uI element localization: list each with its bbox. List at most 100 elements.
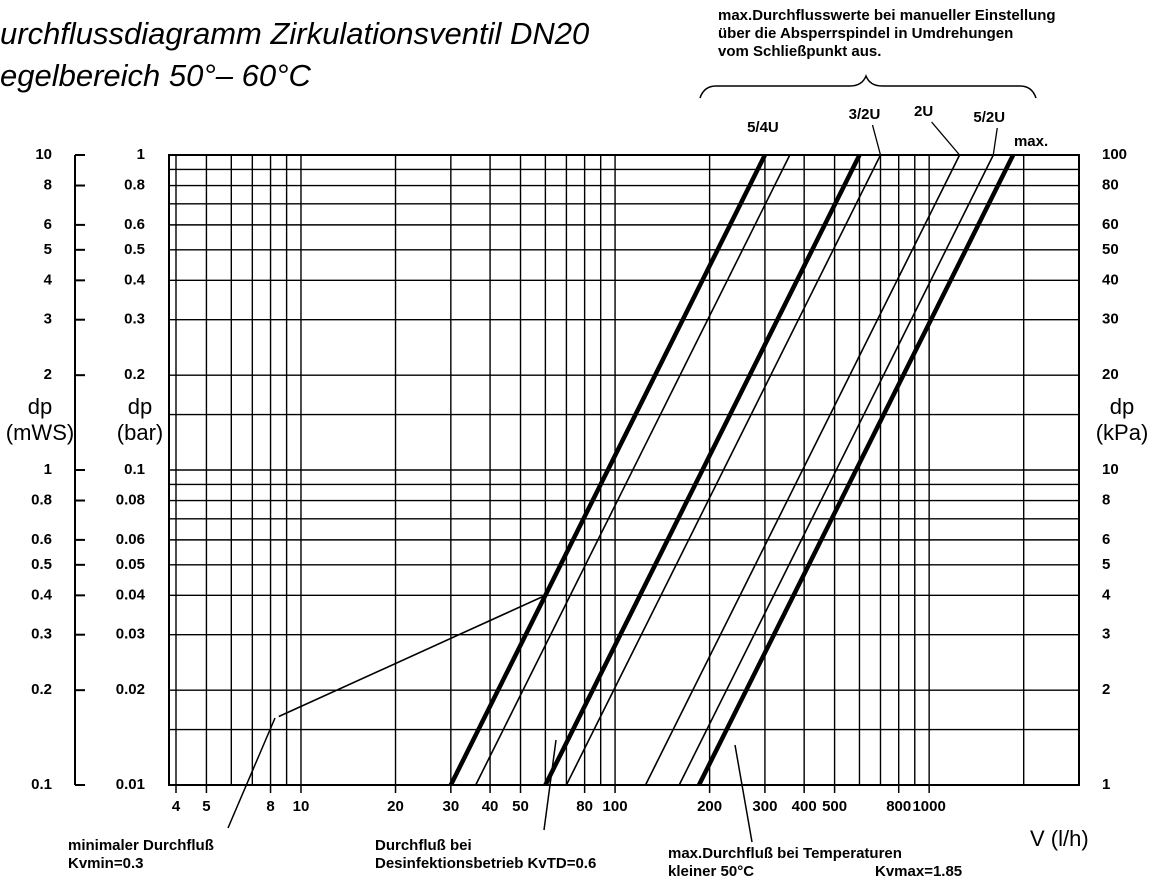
y-tick-label: 0.05 — [116, 556, 145, 573]
y-tick-label: 4 — [44, 271, 53, 288]
x-tick-label: 800 — [886, 798, 911, 815]
y-tick-label: 2 — [1102, 681, 1110, 698]
annotation: max.Durchfluß bei Temperaturen — [668, 845, 902, 862]
x-axis-label: V (l/h) — [1030, 826, 1089, 851]
x-tick-label: 1000 — [912, 798, 945, 815]
flow-line — [696, 153, 1016, 787]
y-axis-label: dp — [28, 394, 52, 419]
y-tick-label: 6 — [1102, 531, 1110, 548]
curve-label: 2U — [914, 103, 933, 120]
y-tick-label: 1 — [1102, 776, 1110, 793]
y-tick-label: 10 — [1102, 461, 1119, 478]
flow-line — [644, 154, 961, 786]
flow-line — [448, 153, 767, 787]
x-tick-label: 80 — [576, 798, 593, 815]
y-tick-label: 50 — [1102, 241, 1119, 258]
chart-subtitle: egelbereich 50°– 60°C — [0, 58, 312, 93]
x-tick-label: 400 — [792, 798, 817, 815]
curve-pointer — [871, 124, 882, 156]
annotation: Kvmax=1.85 — [875, 863, 962, 880]
curve-label: 5/2U — [973, 109, 1005, 126]
note-line: max.Durchflusswerte bei manueller Einste… — [718, 7, 1056, 24]
y-tick-label: 20 — [1102, 366, 1119, 383]
y-tick-label: 1 — [44, 461, 52, 478]
annotation: kleiner 50°C — [668, 863, 754, 880]
flow-line — [565, 154, 882, 786]
y-tick-label: 0.8 — [124, 176, 145, 193]
annotation: Desinfektionsbetrieb KvTD=0.6 — [375, 855, 596, 872]
chart-title: urchflussdiagramm Zirkulationsventil DN2… — [0, 16, 589, 51]
y-tick-label: 0.03 — [116, 626, 145, 643]
y-tick-label: 5 — [1102, 556, 1110, 573]
y-tick-label: 3 — [1102, 626, 1110, 643]
y-tick-label: 10 — [35, 146, 52, 163]
y-tick-label: 8 — [44, 176, 52, 193]
y-tick-label: 1 — [137, 146, 145, 163]
flow-line — [474, 154, 791, 786]
y-axis-label: (mWS) — [6, 420, 74, 445]
y-tick-label: 0.06 — [116, 531, 145, 548]
curve-label: 3/2U — [849, 106, 881, 123]
y-tick-label: 0.08 — [116, 491, 145, 508]
y-tick-label: 0.02 — [116, 681, 145, 698]
annotation: Durchfluß bei — [375, 837, 472, 854]
x-tick-label: 100 — [603, 798, 628, 815]
y-tick-label: 60 — [1102, 216, 1119, 233]
y-tick-label: 0.1 — [124, 461, 145, 478]
annotation: Kvmin=0.3 — [68, 855, 143, 872]
annotations: minimaler Durchfluß Kvmin=0.3 Durchfluß … — [68, 717, 962, 880]
y-tick-label: 0.2 — [31, 681, 52, 698]
y-axis-label: (kPa) — [1096, 420, 1149, 445]
y-tick-label: 8 — [1102, 491, 1110, 508]
x-tick-label: 5 — [202, 798, 210, 815]
x-tick-label: 20 — [387, 798, 404, 815]
y-tick-label: 0.6 — [124, 216, 145, 233]
flow-line — [543, 153, 862, 787]
x-tick-label: 40 — [482, 798, 499, 815]
x-tick-label: 4 — [172, 798, 181, 815]
x-tick-label: 300 — [752, 798, 777, 815]
y-tick-label: 0.3 — [31, 626, 52, 643]
y-tick-label: 0.4 — [124, 271, 146, 288]
x-tick-label: 500 — [822, 798, 847, 815]
y-tick-label: 6 — [44, 216, 52, 233]
x-tick-label: 50 — [512, 798, 529, 815]
y-tick-label: 0.4 — [31, 586, 53, 603]
y-axis-label: dp — [128, 394, 152, 419]
y-tick-label: 0.3 — [124, 311, 145, 328]
y-tick-label: 0.5 — [31, 556, 52, 573]
x-tick-label: 8 — [266, 798, 274, 815]
y-tick-label: 5 — [44, 241, 52, 258]
y-axis-label: dp — [1110, 394, 1134, 419]
x-tick-label: 30 — [442, 798, 459, 815]
curve-pointer — [992, 127, 998, 156]
x-tick-label: 200 — [697, 798, 722, 815]
note-line: vom Schließpunkt aus. — [718, 43, 881, 60]
y-tick-label: 0.6 — [31, 531, 52, 548]
pointer — [734, 744, 753, 843]
bracket — [699, 73, 1037, 99]
x-tick-label: 10 — [293, 798, 310, 815]
y-tick-label: 80 — [1102, 176, 1119, 193]
y-tick-label: 2 — [44, 366, 52, 383]
plot-frame — [168, 154, 1080, 786]
curve-pointer — [931, 121, 961, 156]
y-tick-label: 0.01 — [116, 776, 145, 793]
note-line: über die Absperrspindel in Umdrehungen — [718, 25, 1013, 42]
flow-line — [678, 154, 995, 786]
pointer — [227, 717, 276, 829]
y-tick-label: 0.5 — [124, 241, 145, 258]
y-tick-label: 30 — [1102, 311, 1119, 328]
y-tick-label: 40 — [1102, 271, 1119, 288]
y-tick-label: 0.8 — [31, 491, 52, 508]
y-tick-label: 0.2 — [124, 366, 145, 383]
curve-label: max. — [1014, 133, 1048, 150]
curve-label: 5/4U — [747, 119, 779, 136]
y-tick-label: 0.1 — [31, 776, 52, 793]
y-tick-label: 0.04 — [116, 586, 146, 603]
y-tick-label: 4 — [1102, 586, 1111, 603]
annotation: minimaler Durchfluß — [68, 837, 214, 854]
y-tick-label: 100 — [1102, 146, 1127, 163]
y-axis-label: (bar) — [117, 420, 163, 445]
